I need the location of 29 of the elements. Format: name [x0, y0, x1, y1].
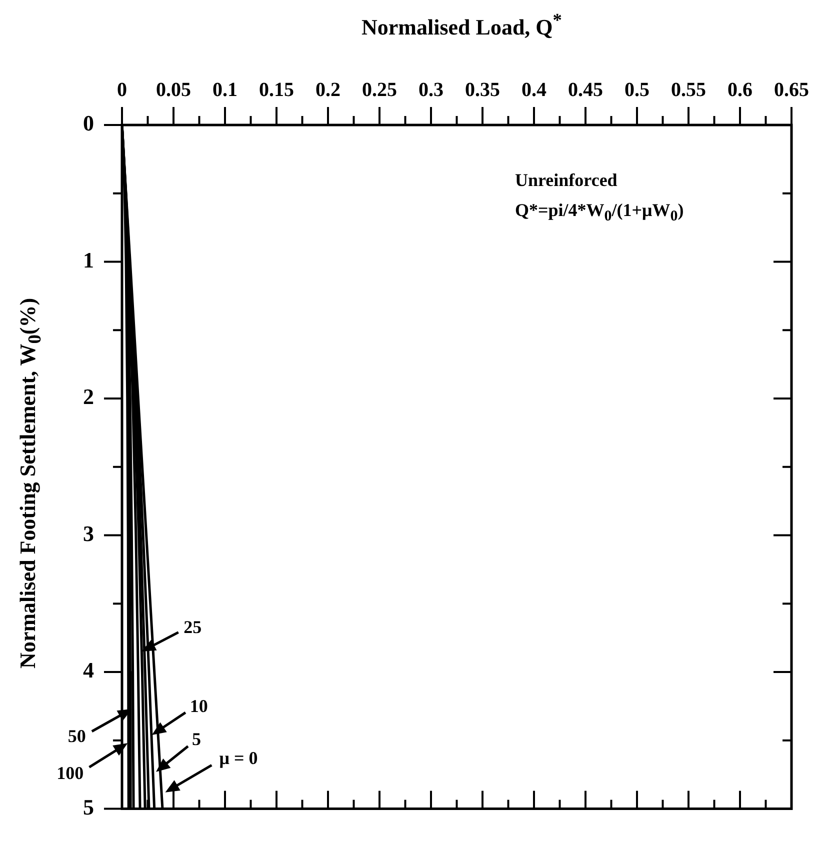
x-tick-label: 0.35 [465, 79, 500, 102]
x-tick-label: 0.55 [671, 79, 706, 102]
x-tick-label: 0 [117, 79, 127, 102]
x-tick-label: 0.4 [522, 79, 546, 102]
annotation: Unreinforced [515, 170, 618, 191]
x-tick-label: 0.1 [212, 79, 238, 102]
x-tick-label: 0.6 [728, 79, 752, 102]
x-tick-label: 0.15 [259, 79, 294, 102]
x-tick-label: 0.45 [568, 79, 603, 102]
annotation: μ = 0 [219, 748, 258, 769]
y-tick-label: 4 [83, 658, 94, 683]
x-axis-title: Normalised Load, Q$^{*}$ [362, 10, 562, 40]
x-tick-label: 0.2 [316, 79, 340, 102]
x-tick-label: 0.3 [418, 79, 444, 102]
annotation: Q*=pi/4*W$_{0}$/(1+μW$_{0}$) [515, 200, 684, 226]
y-tick-label: 0 [83, 110, 94, 136]
x-tick-label: 0.65 [774, 79, 809, 102]
y-tick-label: 3 [83, 520, 94, 546]
annotation: 50 [68, 726, 86, 748]
y-tick-label: 5 [83, 794, 94, 820]
y-tick-label: 1 [83, 247, 94, 272]
y-tick-label: 2 [83, 384, 94, 410]
x-tick-label: 0.5 [624, 79, 650, 102]
annotation: 100 [56, 762, 84, 784]
x-tick-label: 0.25 [362, 79, 397, 102]
annotation: 25 [184, 617, 202, 638]
annotation: 10 [190, 696, 208, 718]
annotation: 5 [192, 729, 201, 750]
x-tick-label: 0.05 [156, 79, 191, 102]
